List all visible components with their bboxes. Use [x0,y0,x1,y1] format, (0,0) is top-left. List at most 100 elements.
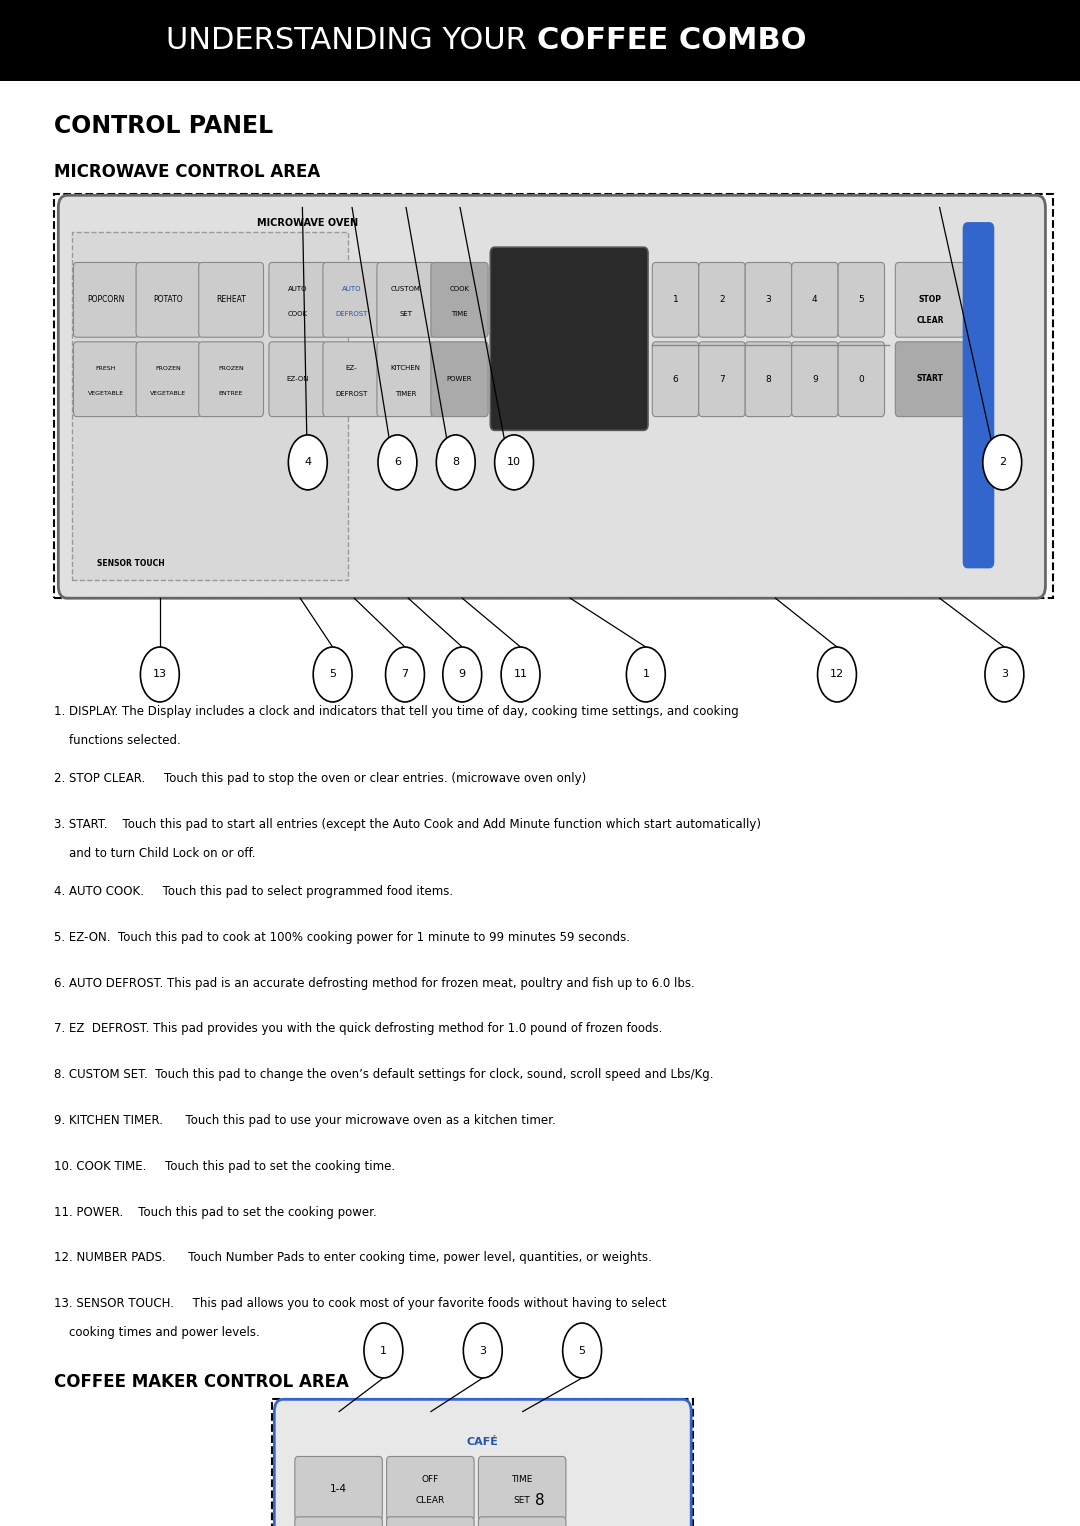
Text: 2. STOP CLEAR.     Touch this pad to stop the oven or clear entries. (microwave : 2. STOP CLEAR. Touch this pad to stop th… [54,772,586,786]
FancyBboxPatch shape [269,262,326,337]
Text: COOK: COOK [449,285,470,291]
FancyBboxPatch shape [136,262,201,337]
FancyBboxPatch shape [895,342,964,417]
Text: STOP: STOP [918,295,942,304]
Circle shape [364,1323,403,1378]
FancyBboxPatch shape [838,342,885,417]
Text: 1-4: 1-4 [330,1483,347,1494]
Circle shape [288,435,327,490]
Text: CUSTOM: CUSTOM [391,285,420,291]
Text: MICROWAVE OVEN: MICROWAVE OVEN [257,218,359,227]
FancyBboxPatch shape [58,195,1045,598]
Circle shape [626,647,665,702]
Circle shape [313,647,352,702]
FancyBboxPatch shape [387,1456,474,1520]
Circle shape [443,647,482,702]
Text: 8: 8 [536,1492,544,1508]
FancyBboxPatch shape [73,342,138,417]
Text: AUTO: AUTO [287,285,308,291]
FancyBboxPatch shape [895,262,964,337]
Text: EZ-ON: EZ-ON [286,377,309,382]
Text: UNDERSTANDING YOUR: UNDERSTANDING YOUR [166,26,537,55]
FancyBboxPatch shape [199,262,264,337]
Text: POPCORN: POPCORN [87,296,124,304]
Text: 5: 5 [859,296,864,304]
Text: 12. NUMBER PADS.      Touch Number Pads to enter cooking time, power level, quan: 12. NUMBER PADS. Touch Number Pads to en… [54,1251,652,1265]
Text: 4: 4 [812,296,818,304]
Bar [272,1399,693,1526]
FancyBboxPatch shape [323,342,380,417]
FancyBboxPatch shape [792,262,838,337]
Text: FRESH: FRESH [96,366,116,371]
Circle shape [378,435,417,490]
Text: MICROWAVE CONTROL AREA: MICROWAVE CONTROL AREA [54,163,321,182]
FancyBboxPatch shape [387,1517,474,1526]
FancyBboxPatch shape [73,262,138,337]
FancyBboxPatch shape [838,262,885,337]
FancyBboxPatch shape [274,1399,691,1526]
Circle shape [386,647,424,702]
Text: 8: 8 [766,375,771,383]
Text: CAFÉ: CAFÉ [467,1437,499,1447]
Text: 3: 3 [766,296,771,304]
Text: AUTO: AUTO [341,285,362,291]
Text: 1. DISPLAY. The Display includes a clock and indicators that tell you time of da: 1. DISPLAY. The Display includes a clock… [54,705,739,719]
FancyBboxPatch shape [295,1456,382,1520]
FancyBboxPatch shape [199,342,264,417]
FancyBboxPatch shape [963,223,994,568]
FancyBboxPatch shape [377,262,434,337]
Text: 2: 2 [999,458,1005,467]
Text: 13. SENSOR TOUCH.     This pad allows you to cook most of your favorite foods wi: 13. SENSOR TOUCH. This pad allows you to… [54,1297,666,1311]
FancyBboxPatch shape [431,342,488,417]
Text: TIME: TIME [451,311,468,317]
Text: SET: SET [514,1495,530,1505]
Circle shape [495,435,534,490]
Text: VEGETABLE: VEGETABLE [87,391,124,397]
Text: 3: 3 [480,1346,486,1355]
Text: FROZEN: FROZEN [218,366,244,371]
Text: 6: 6 [673,375,678,383]
Text: 0: 0 [859,375,864,383]
Text: 11: 11 [514,670,527,679]
Text: 1: 1 [673,296,678,304]
Text: 4: 4 [305,458,311,467]
Text: VEGETABLE: VEGETABLE [150,391,187,397]
FancyBboxPatch shape [699,342,745,417]
Text: TIMER: TIMER [395,391,416,397]
Text: ENTREE: ENTREE [219,391,243,397]
Text: DEFROST: DEFROST [336,391,367,397]
FancyBboxPatch shape [478,1456,566,1520]
Text: POTATO: POTATO [153,296,184,304]
FancyBboxPatch shape [652,342,699,417]
FancyBboxPatch shape [652,262,699,337]
Text: 9: 9 [812,375,818,383]
Text: 12: 12 [829,670,845,679]
Text: 2: 2 [719,296,725,304]
Text: START: START [917,374,943,383]
Text: and to turn Child Lock on or off.: and to turn Child Lock on or off. [54,847,256,861]
Text: 7: 7 [402,670,408,679]
Text: OFF: OFF [422,1474,438,1483]
Bar [54,194,1053,598]
Text: DEFROST: DEFROST [336,311,367,317]
Bar [72,232,348,580]
Text: 3. START.    Touch this pad to start all entries (except the Auto Cook and Add M: 3. START. Touch this pad to start all en… [54,818,761,832]
Text: cooking times and power levels.: cooking times and power levels. [54,1326,260,1340]
Text: POWER: POWER [447,377,472,382]
Text: FROZEN: FROZEN [156,366,181,371]
Text: CLEAR: CLEAR [916,316,944,325]
Text: 7. EZ  DEFROST. This pad provides you with the quick defrosting method for 1.0 p: 7. EZ DEFROST. This pad provides you wit… [54,1022,662,1036]
Text: 4. AUTO COOK.     Touch this pad to select programmed food items.: 4. AUTO COOK. Touch this pad to select p… [54,885,454,899]
Text: CLEAR: CLEAR [416,1495,445,1505]
Text: 10. COOK TIME.     Touch this pad to set the cooking time.: 10. COOK TIME. Touch this pad to set the… [54,1160,395,1173]
Text: 9: 9 [459,670,465,679]
FancyBboxPatch shape [323,262,380,337]
FancyBboxPatch shape [136,342,201,417]
Text: CONTROL PANEL: CONTROL PANEL [54,114,273,139]
Text: 8. CUSTOM SET.  Touch this pad to change the oven’s default settings for clock, : 8. CUSTOM SET. Touch this pad to change … [54,1068,714,1082]
FancyBboxPatch shape [699,262,745,337]
Circle shape [501,647,540,702]
Circle shape [563,1323,602,1378]
Text: 8: 8 [453,458,459,467]
FancyBboxPatch shape [792,342,838,417]
